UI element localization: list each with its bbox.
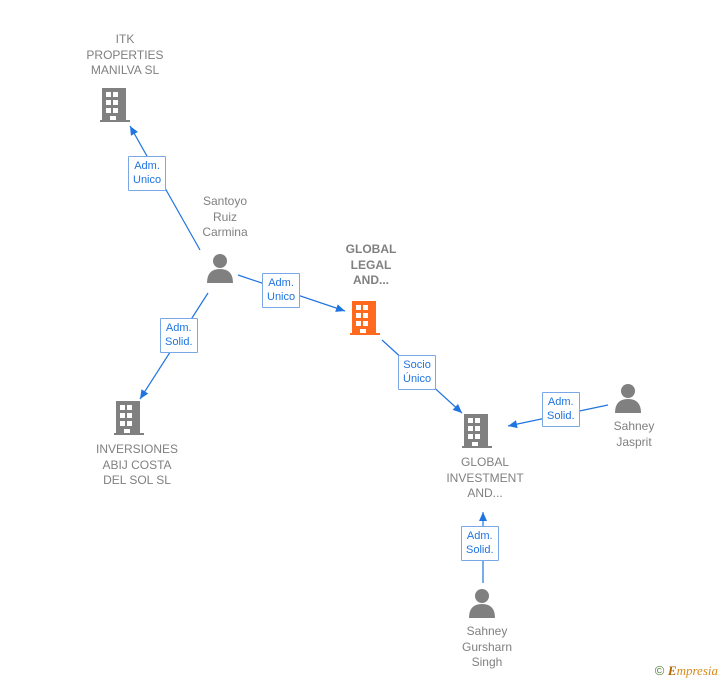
copyright-footer: © Empresia [655,663,718,679]
copyright-symbol: © [655,663,665,678]
edge-arrow-e5 [508,420,518,428]
edge-label-e6: Adm. Solid. [461,526,499,561]
building-icon[interactable] [100,88,130,122]
edge-label-e2: Adm. Unico [262,273,300,308]
building-icon[interactable] [114,401,144,435]
node-label-itk[interactable]: ITK PROPERTIES MANILVA SL [75,32,175,79]
person-icon[interactable] [615,384,641,413]
brand-name: Empresia [668,663,718,678]
node-label-santoyo[interactable]: Santoyo Ruiz Carmina [180,194,270,241]
edge-arrow-e3 [140,389,148,399]
node-label-global_inv[interactable]: GLOBAL INVESTMENT AND... [430,455,540,502]
edge-arrow-e2 [335,304,345,312]
node-label-sahney_gursharn[interactable]: Sahney Gursharn Singh [442,624,532,671]
person-icon[interactable] [207,254,233,283]
node-label-global_legal[interactable]: GLOBAL LEGAL AND... [326,242,416,289]
diagram-canvas [0,0,728,685]
edge-arrow-e6 [479,512,487,521]
edge-arrow-e1 [130,126,138,136]
edge-label-e3: Adm. Solid. [160,318,198,353]
edge-arrow-e4 [453,404,462,413]
node-label-inversiones[interactable]: INVERSIONES ABIJ COSTA DEL SOL SL [82,442,192,489]
node-label-sahney_jasprit[interactable]: Sahney Jasprit [594,419,674,450]
building-icon[interactable] [350,301,380,335]
edge-label-e5: Adm. Solid. [542,392,580,427]
person-icon[interactable] [469,589,495,618]
edge-label-e4: Socio Único [398,355,436,390]
building-icon[interactable] [462,414,492,448]
edge-label-e1: Adm. Unico [128,156,166,191]
